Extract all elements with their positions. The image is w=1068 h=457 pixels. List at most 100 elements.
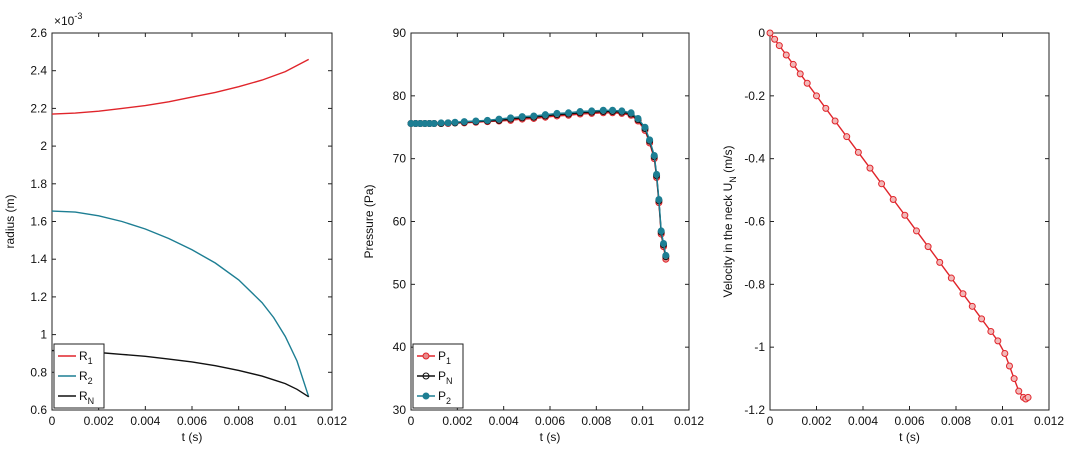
data-point — [576, 108, 584, 116]
y-tick-label: 0 — [758, 26, 765, 40]
y-tick-label: 50 — [393, 277, 407, 291]
x-axis-label: t (s) — [899, 430, 920, 444]
data-point — [627, 109, 635, 117]
data-point — [634, 114, 642, 122]
y-tick-label: 2 — [40, 139, 47, 153]
x-tick-label: 0.006 — [177, 414, 207, 428]
data-point — [987, 327, 995, 335]
legend-item: R1 — [58, 349, 93, 366]
data-point — [912, 227, 920, 235]
data-point — [518, 113, 526, 121]
data-point — [789, 60, 797, 68]
y-tick-label: 0.8 — [30, 365, 47, 379]
x-tick-label: 0.006 — [535, 414, 565, 428]
legend-label-main: P — [438, 349, 446, 363]
x-tick-label: 0.008 — [581, 414, 611, 428]
legend-label-main: P — [438, 369, 446, 383]
x-tick-label: 0.01 — [631, 414, 655, 428]
data-point — [609, 106, 617, 114]
legend-marker — [422, 352, 430, 360]
data-point — [866, 164, 874, 172]
y-axis-label-main: radius (m) — [3, 194, 17, 248]
y-multiplier-exp: -3 — [74, 11, 82, 21]
data-point — [460, 118, 468, 126]
x-tick-label: 0.008 — [224, 414, 254, 428]
legend-label: PN — [438, 369, 453, 386]
legend-item: PN — [417, 369, 453, 386]
data-point — [553, 109, 561, 117]
data-point — [565, 109, 573, 117]
chart-panel-3: 0 0.002 0.004 0.006 0.008 0.01 0.012 -1.2 -1 -0.8… — [721, 26, 1064, 444]
data-point — [650, 152, 658, 160]
data-point — [653, 170, 661, 178]
legend-marker — [422, 372, 430, 380]
y-tick-label: -0.8 — [744, 277, 765, 291]
legend-label-sub: 2 — [88, 376, 93, 386]
x-tick-label: 0.002 — [84, 414, 114, 428]
legend-label: P2 — [438, 389, 451, 406]
data-point — [588, 107, 596, 115]
y-axis-label: Pressure (Pa) — [362, 184, 376, 258]
y-axis-label: Velocity in the neck UN (m/s) — [721, 146, 738, 298]
data-point — [1001, 349, 1009, 357]
y-tick-label: 30 — [393, 403, 407, 417]
y-tick-label: 60 — [393, 215, 407, 229]
x-tick-label: 0.004 — [489, 414, 519, 428]
data-point — [507, 114, 515, 122]
data-point — [655, 196, 663, 204]
x-tick-label: 0.004 — [130, 414, 160, 428]
y-tick-label: 1.4 — [30, 252, 47, 266]
y-axis-label-main: Velocity in the neck U — [721, 183, 735, 298]
data-point — [803, 79, 811, 87]
legend-label-sub: 2 — [446, 396, 451, 406]
legend-label-sub: 1 — [88, 356, 93, 366]
data-point — [495, 115, 503, 123]
x-tick-label: 0 — [767, 414, 774, 428]
legend-label-sub: N — [446, 376, 453, 386]
y-tick-label: 40 — [393, 340, 407, 354]
data-point — [771, 35, 779, 43]
x-axis-label: t (s) — [540, 430, 561, 444]
data-point — [854, 148, 862, 156]
data-point — [657, 227, 665, 235]
x-tick-label: 0 — [408, 414, 415, 428]
y-axis-label-unit: (m/s) — [721, 146, 735, 177]
y-tick-label: 1.2 — [30, 290, 47, 304]
data-point — [530, 112, 538, 120]
data-point — [978, 315, 986, 323]
x-axis-label: t (s) — [182, 430, 203, 444]
data-point — [437, 119, 445, 127]
x-tick-label: 0.006 — [894, 414, 924, 428]
data-point — [660, 239, 668, 247]
data-point — [1024, 393, 1032, 401]
y-tick-label: -0.2 — [744, 89, 765, 103]
y-axis-label-sub: N — [728, 176, 738, 183]
legend-label: R2 — [79, 369, 93, 386]
series-line — [51, 210, 310, 398]
data-point — [782, 51, 790, 59]
legend-label-sub: 1 — [446, 356, 451, 366]
y-multiplier-base: ×10 — [54, 14, 75, 28]
legend-label: RN — [79, 389, 94, 406]
y-tick-label: 1.6 — [30, 215, 47, 229]
y-tick-label: 2.6 — [30, 26, 47, 40]
data-point — [924, 243, 932, 251]
x-tick-label: 0.01 — [991, 414, 1015, 428]
data-point — [1010, 375, 1018, 383]
data-point — [646, 136, 654, 144]
y-tick-label: 70 — [393, 152, 407, 166]
x-tick-label: 0.002 — [442, 414, 472, 428]
y-tick-label: 80 — [393, 89, 407, 103]
data-point — [822, 104, 830, 112]
data-point — [1015, 387, 1023, 395]
legend-item: RN — [58, 389, 94, 406]
data-point — [451, 118, 459, 126]
legend-item: P2 — [417, 389, 451, 406]
y-tick-label: -1 — [754, 340, 765, 354]
legend-label-main: R — [79, 349, 88, 363]
data-point — [599, 106, 607, 114]
x-tick-label: 0 — [49, 414, 56, 428]
